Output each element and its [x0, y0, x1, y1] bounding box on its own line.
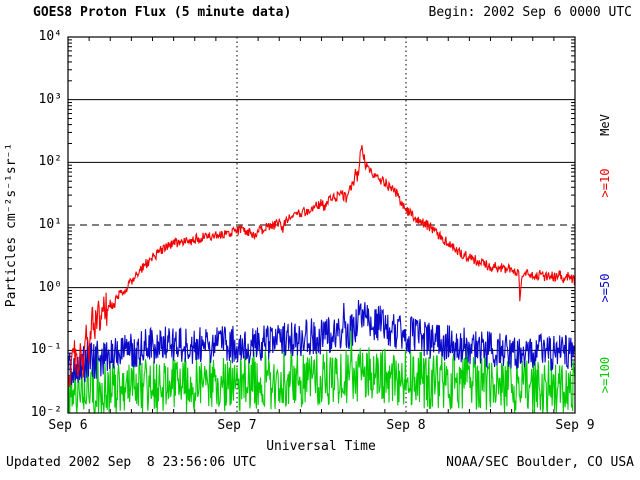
- x-tick-label: Sep 7: [217, 418, 257, 433]
- plot-border: [67, 36, 576, 414]
- x-tick-label: Sep 8: [386, 418, 426, 433]
- y-tick-label: 10²: [38, 154, 62, 169]
- series-line-ge50: [67, 299, 576, 385]
- updated-label: Updated 2002 Sep 8 23:56:06 UTC: [6, 455, 257, 470]
- x-tick-label: Sep 6: [48, 418, 88, 433]
- y-tick-label: 10³: [38, 92, 62, 107]
- series-line-ge10: [67, 145, 576, 388]
- series-label-ge100: >=100: [598, 356, 612, 394]
- y-tick-label: 10⁴: [38, 29, 62, 44]
- y-tick-label: 10⁻²: [30, 405, 62, 420]
- begin-label: Begin: 2002 Sep 6 0000 UTC: [428, 5, 633, 20]
- y-tick-label: 10¹: [38, 217, 62, 232]
- series-label-ge10: >=10: [598, 168, 612, 198]
- y-tick-label: 10⁻¹: [30, 342, 62, 357]
- x-axis-title: Universal Time: [266, 439, 376, 454]
- series-label-ge50: >=50: [598, 273, 612, 303]
- series-line-ge100: [67, 329, 576, 415]
- x-tick-label: Sep 9: [555, 418, 595, 433]
- credit-label: NOAA/SEC Boulder, CO USA: [446, 455, 634, 470]
- y-tick-label: 10⁰: [38, 280, 62, 295]
- page-title: GOES8 Proton Flux (5 minute data): [33, 5, 292, 20]
